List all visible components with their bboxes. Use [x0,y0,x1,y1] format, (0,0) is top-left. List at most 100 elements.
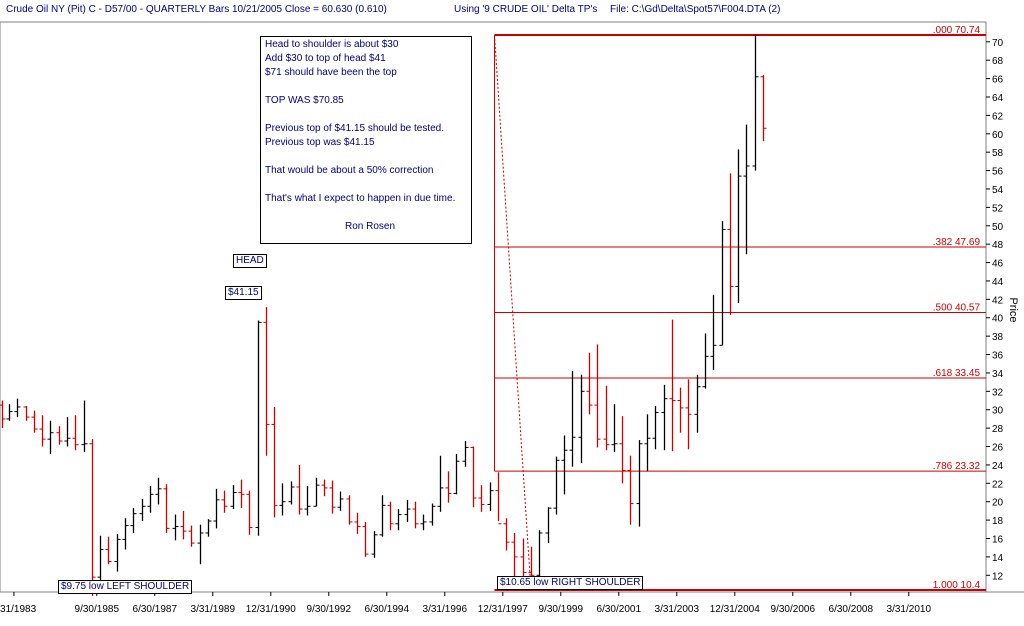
y-tick-label: 46 [992,259,1004,270]
y-tick-label: 70 [992,38,1004,49]
ohlc-bar [429,503,436,526]
fib-level-label: .382 47.69 [933,237,981,248]
y-tick-label: 50 [992,222,1004,233]
y-tick-label: 16 [992,534,1004,545]
x-tick-label: 12/31/2004 [710,604,760,615]
x-tick-label: 12/31/1997 [478,604,528,615]
y-tick-label: 68 [992,56,1004,67]
ohlc-bar [636,440,643,527]
ohlc-bar [511,532,518,581]
ohlc-bar [14,398,21,418]
ohlc-bar [72,415,79,451]
ohlc-bar [760,74,767,142]
ohlc-bar [395,509,402,531]
x-tick-label: 9/30/1992 [307,604,352,615]
y-tick-label: 28 [992,424,1004,435]
ohlc-bar [39,415,46,447]
ohlc-bar [453,453,460,495]
ohlc-bar [6,404,13,421]
ohlc-bar [752,33,759,171]
ohlc-bar [371,531,378,558]
ohlc-bar [263,307,270,456]
y-tick-label: 42 [992,295,1004,306]
ohlc-bar [495,472,502,525]
ohlc-bar [329,480,336,514]
ohlc-bar [462,440,469,467]
analysis-note-box: Head to shoulder is about $30 Add $30 to… [260,36,472,244]
x-tick-label: 9/30/1999 [539,604,584,615]
y-tick-label: 22 [992,479,1004,490]
ohlc-bar [64,417,71,447]
left-shoulder-label: $9.75 low LEFT SHOULDER [58,580,193,594]
ohlc-bar [437,455,444,512]
ohlc-bar [346,495,353,525]
ohlc-bar [221,490,228,513]
ohlc-bar [627,455,634,525]
ohlc-bar [379,495,386,537]
head-price-label: $41.15 [225,286,262,300]
ohlc-bar [205,519,212,537]
ohlc-bar [147,486,154,513]
fib-level-label: 1.000 10.4 [933,580,981,591]
x-tick-label: 6/30/2001 [597,604,642,615]
ohlc-bar [387,501,394,531]
ohlc-bar [362,521,369,557]
note-signature: Ron Rosen [345,221,396,232]
ohlc-bar [304,486,311,516]
right-shoulder-label: $10.65 low RIGHT SHOULDER [497,576,644,590]
ohlc-bar [31,410,38,433]
ohlc-bar [238,479,245,509]
x-axis: 3/31/1983 9/30/1985 6/30/1987 3/31/1989 12/3… [0,592,931,615]
ohlc-bar [578,374,585,464]
ohlc-bar [710,294,717,371]
fib-level-label: .618 33.45 [933,368,981,379]
note-line: That's what I expect to happen in due ti… [265,193,456,204]
y-axis-label: Price [1007,297,1019,322]
ohlc-bar [644,414,651,472]
y-tick-label: 54 [992,185,1004,196]
ohlc-bar [230,485,237,510]
ohlc-bar [420,514,427,531]
head-label: HEAD [233,254,267,268]
y-tick-label: 56 [992,167,1004,178]
x-tick-label: 3/31/1996 [423,604,468,615]
y-tick-label: 60 [992,130,1004,141]
ohlc-bar [288,481,295,505]
fib-anchor-line [493,34,532,591]
ohlc-bar [122,518,129,550]
ohlc-bar [337,491,344,511]
y-tick-label: 24 [992,461,1004,472]
ohlc-bar [155,477,162,505]
note-line: $71 should have been the top [265,67,397,78]
ohlc-bar [313,477,320,507]
ohlc-bar [487,482,494,511]
ohlc-bar [213,488,220,529]
y-tick-label: 14 [992,553,1004,564]
ohlc-bar [619,416,626,484]
ohlc-bar [445,471,452,503]
ohlc-bar [271,406,278,518]
plot-border [0,21,987,593]
fibonacci-lines: .000 70.74 .382 47.69 .500 40.57 .618 33.45… [493,25,986,591]
ohlc-bar [47,420,54,454]
x-tick-label: 3/31/2010 [887,604,932,615]
ohlc-bar [56,426,63,445]
ohlc-bar [354,512,361,534]
ohlc-bar [553,456,560,515]
x-tick-label: 3/31/1983 [0,604,37,615]
header-template: Using '9 CRUDE OIL' Delta TP's [454,4,598,15]
header-file: File: C:\Gd\Delta\Spot57\F004.DTA (2) [610,4,781,15]
ohlc-bar [561,435,568,495]
ohlc-bar [0,400,6,429]
ohlc-bar [89,439,96,596]
note-line: TOP WAS $70.85 [265,95,344,106]
ohlc-bar [545,507,552,544]
ohlc-bar [279,483,286,516]
ohlc-bar [727,173,734,315]
y-tick-label: 62 [992,111,1004,122]
y-tick-label: 48 [992,240,1004,251]
ohlc-bar [478,485,485,512]
y-tick-label: 34 [992,369,1004,380]
ohlc-bar [188,525,195,547]
